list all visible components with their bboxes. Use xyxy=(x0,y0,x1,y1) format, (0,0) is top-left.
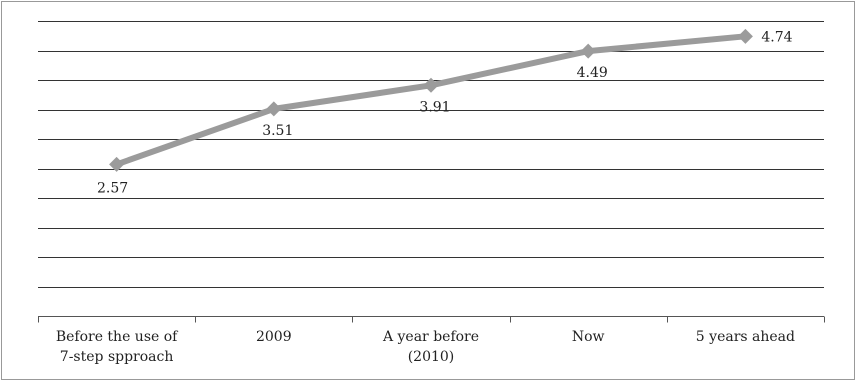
x-tick-label: A year before (2010) xyxy=(382,329,479,365)
data-label: 2.57 xyxy=(97,180,128,196)
x-tick-label-line: 5 years ahead xyxy=(696,329,795,345)
x-tick-label-line: Before the use of xyxy=(56,329,179,345)
data-label: 3.51 xyxy=(262,123,293,139)
x-axis xyxy=(38,316,825,323)
x-tick-label-line: (2010) xyxy=(408,349,455,365)
gridlines xyxy=(38,21,824,288)
x-tick-label-line: 2009 xyxy=(256,329,292,345)
x-tick-label: Now xyxy=(572,329,605,345)
x-tick-labels: Before the use of 7-step spproach 2009 A ye… xyxy=(56,329,795,365)
data-labels: 2.57 3.51 3.91 4.49 4.74 xyxy=(97,29,793,196)
x-tick-label-line: A year before xyxy=(382,329,479,345)
data-point-marker xyxy=(737,28,753,44)
data-label: 4.74 xyxy=(761,29,792,45)
data-point-marker xyxy=(423,77,439,93)
x-tick-label-line: 7-step spproach xyxy=(60,349,174,365)
series xyxy=(109,28,753,172)
x-tick-label: 5 years ahead xyxy=(696,329,795,345)
data-point-marker xyxy=(580,43,596,59)
x-tick-label-line: Now xyxy=(572,329,605,345)
data-point-marker xyxy=(109,156,125,172)
data-point-marker xyxy=(266,101,282,117)
data-label: 4.49 xyxy=(577,65,608,81)
x-tick-label: Before the use of 7-step spproach xyxy=(56,329,179,365)
x-tick-label: 2009 xyxy=(256,329,292,345)
data-label: 3.91 xyxy=(419,99,450,115)
